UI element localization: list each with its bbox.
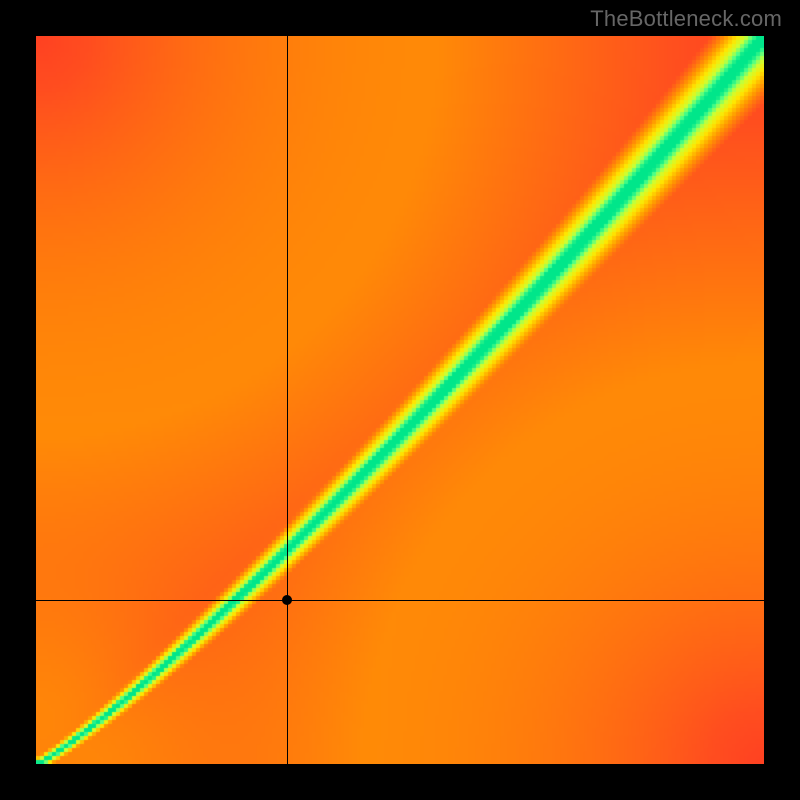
- crosshair-vertical: [287, 36, 288, 764]
- watermark-text: TheBottleneck.com: [590, 6, 782, 32]
- heatmap-canvas: [36, 36, 764, 764]
- plot-area: [36, 36, 764, 764]
- crosshair-horizontal: [36, 600, 764, 601]
- crosshair-marker: [282, 595, 292, 605]
- chart-frame: TheBottleneck.com: [0, 0, 800, 800]
